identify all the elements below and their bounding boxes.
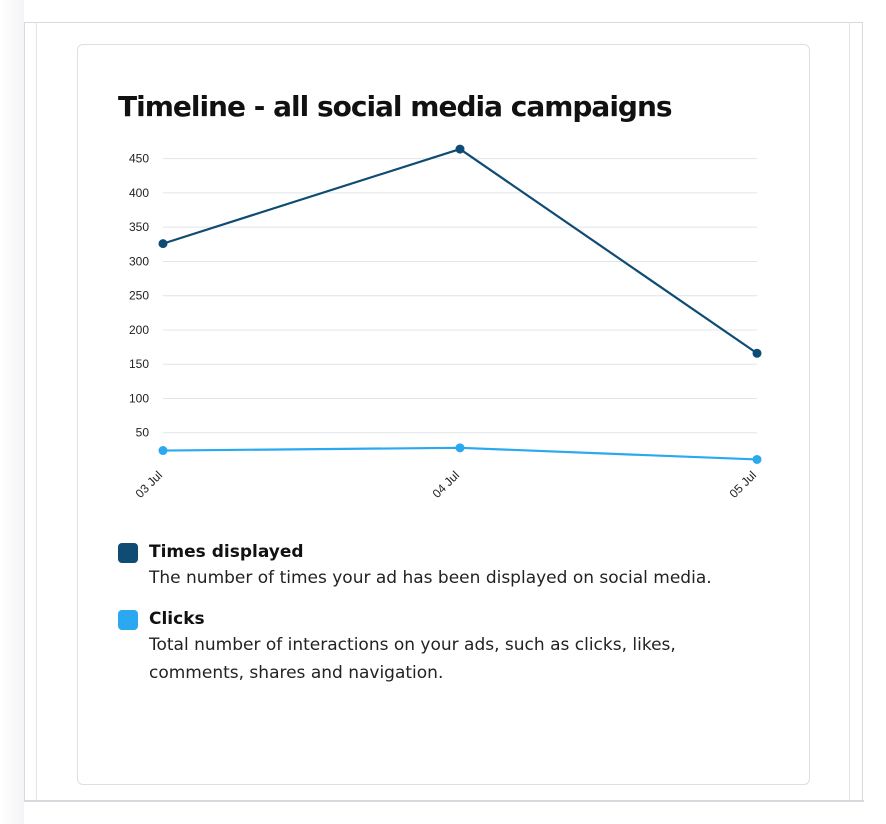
data-point-times-displayed[interactable] <box>455 144 465 154</box>
y-tick-label: 350 <box>129 220 149 234</box>
legend-label-times-displayed: Times displayed <box>149 542 304 562</box>
chart-title: Timeline - all social media campaigns <box>118 90 673 123</box>
y-tick-label: 200 <box>129 323 149 337</box>
y-tick-label: 50 <box>136 426 150 440</box>
chart-card <box>77 44 810 785</box>
frame-bottom-border <box>24 800 864 802</box>
data-point-times-displayed[interactable] <box>752 348 762 358</box>
legend-description-clicks: Total number of interactions on your ads… <box>149 635 676 683</box>
series-line-times-displayed <box>162 147 758 355</box>
data-point-times-displayed[interactable] <box>158 239 168 249</box>
x-axis-ticks: 03 Jul 04 Jul 05 Jul <box>133 468 760 501</box>
frame-divider-right <box>849 22 850 800</box>
y-axis-ticks: 50 100 150 200 250 300 350 400 450 <box>129 152 149 440</box>
legend-item-times-displayed[interactable]: Times displayed The number of times your… <box>118 540 758 592</box>
x-tick-label: 03 Jul <box>133 468 166 501</box>
data-point-clicks[interactable] <box>752 454 762 464</box>
y-tick-label: 250 <box>129 289 149 303</box>
legend-label-clicks: Clicks <box>149 609 205 629</box>
y-tick-label: 450 <box>129 152 149 166</box>
chart-gridlines <box>163 158 757 434</box>
legend-description-times-displayed: The number of times your ad has been dis… <box>149 568 712 588</box>
data-point-clicks[interactable] <box>455 443 465 453</box>
frame-divider-left <box>36 22 37 800</box>
x-tick-label: 04 Jul <box>430 468 463 501</box>
chart-series <box>158 144 762 464</box>
legend-swatch-times-displayed <box>118 543 138 563</box>
x-tick-label: 05 Jul <box>727 468 760 501</box>
y-tick-label: 150 <box>129 357 149 371</box>
data-point-clicks[interactable] <box>158 446 168 456</box>
y-tick-label: 100 <box>129 391 149 405</box>
page-edge-shade <box>0 0 24 824</box>
chart-legend: Times displayed The number of times your… <box>118 540 758 702</box>
legend-swatch-clicks <box>118 610 138 630</box>
y-tick-label: 400 <box>129 186 149 200</box>
legend-item-clicks[interactable]: Clicks Total number of interactions on y… <box>118 607 758 687</box>
y-tick-label: 300 <box>129 254 149 268</box>
